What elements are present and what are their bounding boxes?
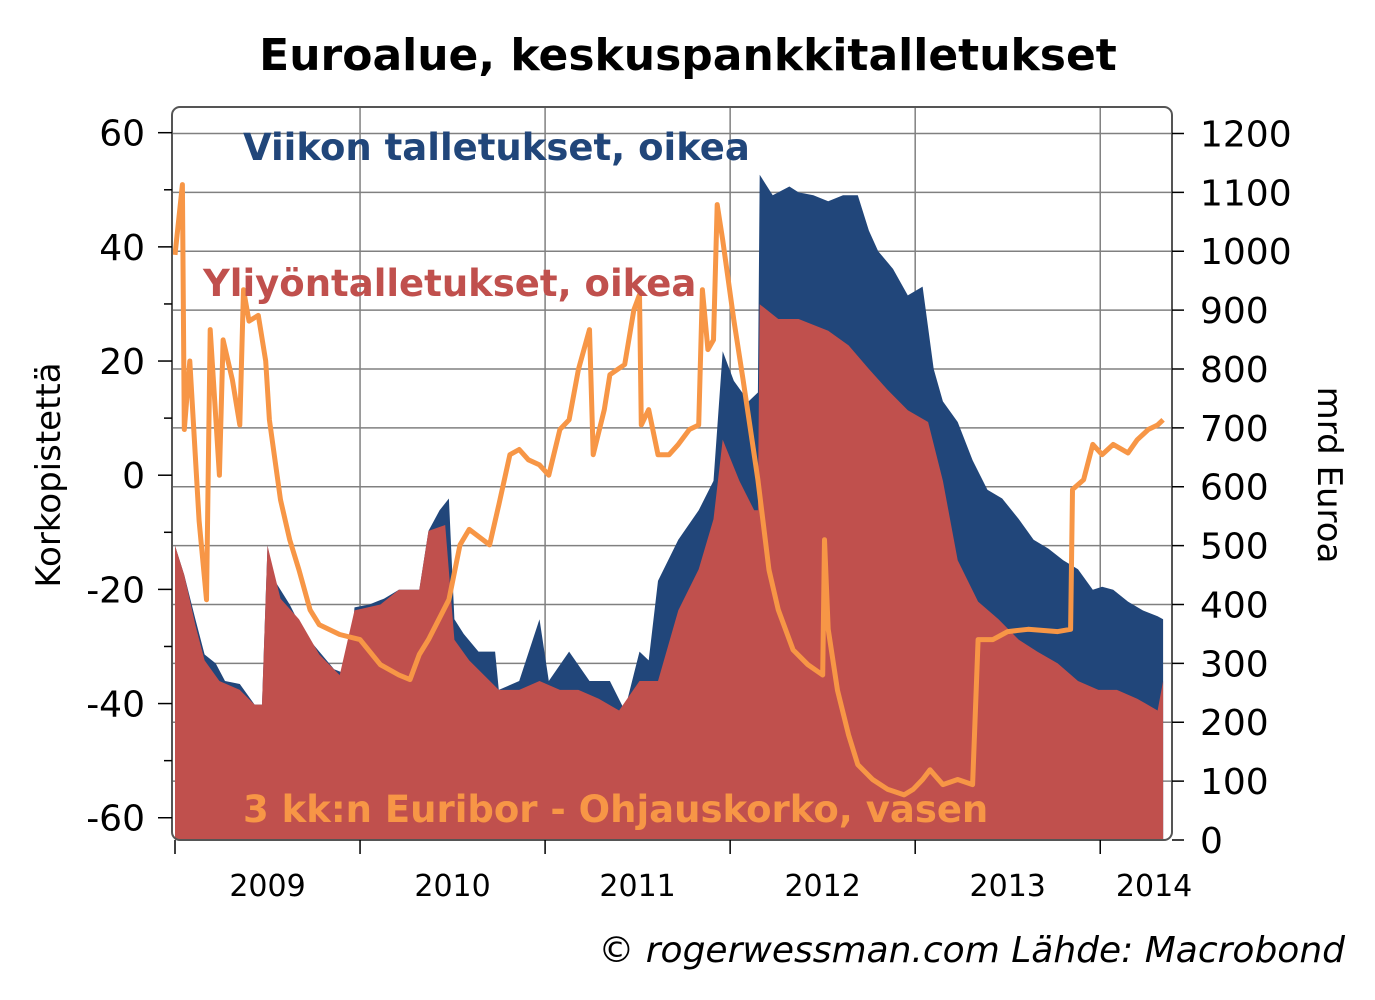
area-overnight — [175, 304, 1164, 840]
x-tick-label: 2013 — [970, 869, 1046, 904]
right-tick-label: 500 — [1200, 527, 1269, 568]
annotation-weekly: Viikon talletukset, oikea — [243, 126, 750, 169]
right-tick-label: 1000 — [1200, 232, 1292, 273]
left-tick-label: -60 — [86, 799, 145, 840]
annotation-euribor: 3 kk:n Euribor - Ohjauskorko, vasen — [243, 788, 988, 831]
left-tick-label: 20 — [99, 342, 145, 383]
series-layer — [172, 174, 1165, 840]
right-tick-label: 800 — [1200, 350, 1269, 391]
right-tick-label: 100 — [1200, 762, 1269, 803]
right-tick-label: 300 — [1200, 644, 1269, 685]
right-tick-label: 0 — [1200, 821, 1223, 862]
y-axis-left-label: Korkopistettä — [29, 362, 69, 587]
x-tick-label: 2009 — [229, 869, 305, 904]
axes: 1200110010009008007006005004003002001000… — [86, 114, 1291, 904]
left-tick-label: -20 — [86, 570, 145, 611]
x-tick-label: 2014 — [1116, 869, 1192, 904]
left-tick-label: 60 — [99, 114, 145, 155]
right-tick-label: 700 — [1200, 409, 1269, 450]
left-tick-label: 0 — [122, 456, 145, 497]
x-tick-label: 2012 — [784, 869, 860, 904]
right-tick-label: 1100 — [1200, 173, 1292, 214]
y-axis-right-label: mrd Euroa — [1309, 387, 1349, 564]
left-tick-label: 40 — [99, 228, 145, 269]
right-tick-label: 600 — [1200, 468, 1269, 509]
right-tick-label: 400 — [1200, 585, 1269, 626]
right-tick-label: 900 — [1200, 291, 1269, 332]
annotation-overnight: Yliyöntalletukset, oikea — [202, 262, 696, 305]
x-tick-label: 2011 — [599, 869, 675, 904]
left-tick-label: -40 — [86, 685, 145, 726]
line-euribor — [172, 182, 1165, 798]
right-tick-label: 1200 — [1200, 114, 1292, 155]
plot-frame — [171, 106, 1173, 841]
chart-title: Euroalue, keskuspankkitalletukset — [259, 30, 1117, 81]
source-credit: © rogerwessman.com Lähde: Macrobond — [598, 930, 1346, 971]
right-tick-label: 200 — [1200, 703, 1269, 744]
x-tick-label: 2010 — [414, 869, 490, 904]
